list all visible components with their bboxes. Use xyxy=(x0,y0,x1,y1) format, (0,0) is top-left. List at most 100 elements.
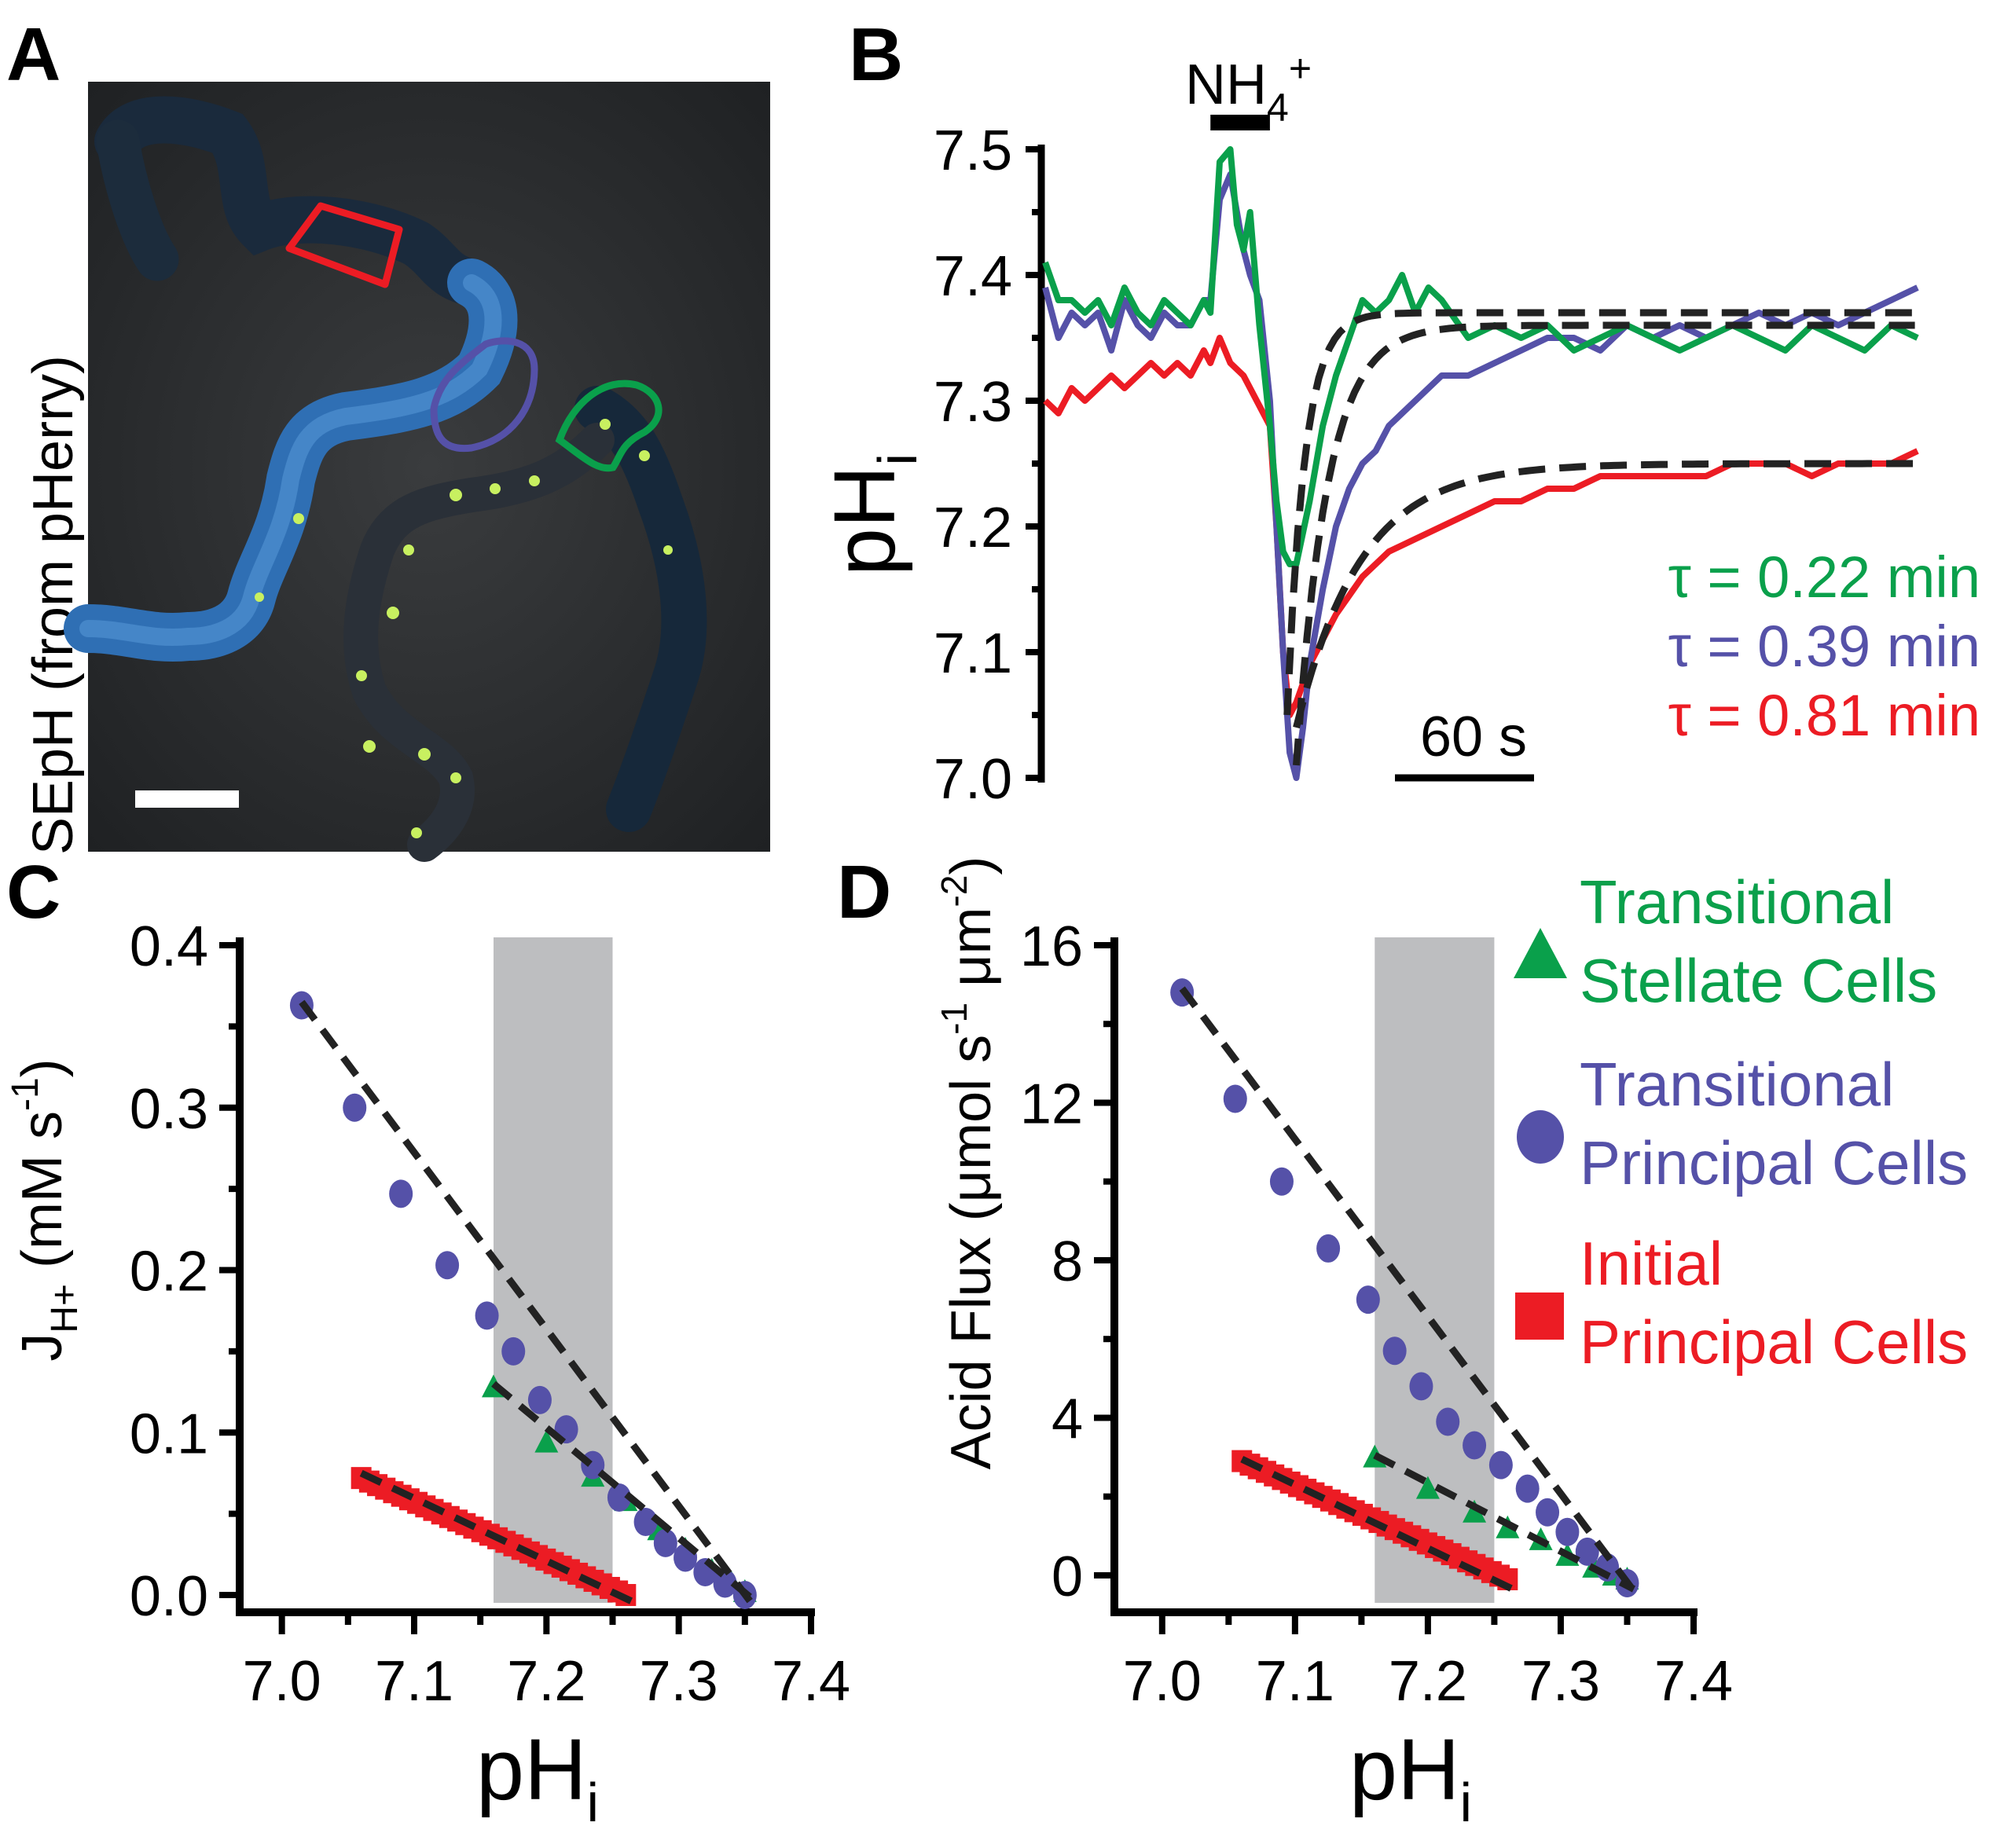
panel-d-ylabel-text: Acid Flux (μmol s xyxy=(940,1035,1003,1470)
marker-blue-circle xyxy=(607,1483,631,1512)
y-tick-label: 0 xyxy=(1052,1546,1083,1608)
panel-b-ytick-label: 7.3 xyxy=(934,371,1012,434)
panel-b-traces xyxy=(1042,146,1919,781)
y-tick-label: 8 xyxy=(1052,1230,1083,1293)
panel-b-axes: 7.0 7.1 7.2 7.3 7.4 7.5 xyxy=(934,119,1045,811)
legend-triangle-marker xyxy=(1514,928,1567,978)
panel-b-ytick-label: 7.0 xyxy=(934,748,1012,811)
roi-red xyxy=(285,202,403,288)
marker-green-triangle xyxy=(534,1429,559,1453)
panel-c-xlabel-sub: i xyxy=(587,1772,600,1833)
panel-d-xlabel-main: pH xyxy=(1349,1722,1460,1818)
stimulus-marker: NH4+ xyxy=(1185,46,1312,130)
panel-d-xlabel-sub: i xyxy=(1460,1772,1473,1833)
tubule-upper-left-dark xyxy=(96,119,179,281)
marker-blue-circle xyxy=(633,1507,658,1536)
tau-label-red: τ = 0.81 min xyxy=(1668,683,1980,748)
legend-circle-marker xyxy=(1517,1110,1564,1164)
marker-blue-circle xyxy=(1463,1431,1487,1460)
stimulus-label-sup: + xyxy=(1289,46,1312,90)
marker-blue-circle xyxy=(501,1336,526,1366)
tubule-upper-dark xyxy=(94,96,495,306)
x-tick-label: 7.3 xyxy=(640,1650,718,1713)
panel-b-ylabel-sub: i xyxy=(867,453,928,466)
x-tick-label: 7.1 xyxy=(375,1650,453,1713)
panel-d-ylabel-sup1: -1 xyxy=(934,1003,974,1035)
legend-label-line2: Principal Cells xyxy=(1580,1307,1968,1377)
marker-blue-circle xyxy=(343,1093,367,1122)
marker-green-triangle xyxy=(1415,1476,1440,1499)
y-tick-label: 0.2 xyxy=(130,1241,208,1304)
marker-blue-circle xyxy=(1436,1407,1460,1436)
marker-blue-circle xyxy=(1488,1450,1513,1480)
fit-blue xyxy=(1293,321,1915,766)
fluorescent-spots xyxy=(255,419,673,838)
panel-b-ytick-label: 7.2 xyxy=(934,497,1012,559)
panel-c-plot: 7.0 7.1 7.2 7.3 7.4 0.0 0.1 0.2 0.3 0.4 xyxy=(130,915,850,1713)
panel-c: C 7.0 7.1 7.2 7.3 7.4 0.0 0.1 0.2 0.3 0.4 JH+ (mM… xyxy=(5,850,850,1833)
panel-c-ylabel-unit: (mM s xyxy=(11,1111,74,1284)
y-tick-label: 0.4 xyxy=(130,915,208,978)
fit-line-red xyxy=(359,1469,641,1608)
stimulus-label-sub: 4 xyxy=(1267,86,1289,130)
y-tick-label: 12 xyxy=(1020,1072,1083,1135)
marker-blue-circle xyxy=(475,1301,499,1330)
panel-d-ylabel-close: ) xyxy=(940,856,1003,875)
x-tick-label: 7.4 xyxy=(772,1650,850,1713)
panel-b: B NH4+ 7.0 7.1 7.2 7.3 7.4 7.5 pHi 60 s τ = 0… xyxy=(817,13,1980,811)
fit-line-green xyxy=(491,1380,754,1601)
legend-label-line1: Initial xyxy=(1580,1229,1723,1298)
panel-c-ylabel-sub: H+ xyxy=(44,1284,86,1333)
panel-d: D 7.0 7.1 7.2 7.3 7.4 0 4 8 12 16 Acid Flux (μmol… xyxy=(837,850,1733,1833)
panel-c-xlabel-main: pH xyxy=(476,1722,587,1818)
panel-d-ylabel-sup2: -2 xyxy=(934,875,974,908)
x-tick-label: 7.2 xyxy=(1389,1650,1467,1713)
roi-blue xyxy=(430,337,538,453)
x-tick-label: 7.1 xyxy=(1256,1650,1334,1713)
y-tick-label: 4 xyxy=(1052,1388,1083,1450)
legend-label-line1: Transitional xyxy=(1580,1050,1894,1119)
panel-c-ylabel-sup: -1 xyxy=(5,1077,46,1111)
y-tick-label: 0.3 xyxy=(130,1078,208,1141)
panel-b-ytick-label: 7.1 xyxy=(934,622,1012,685)
trace-green xyxy=(1042,146,1919,567)
trace-blue xyxy=(1042,171,1919,781)
marker-blue-circle xyxy=(527,1385,552,1414)
panel-c-ylabel-close: ) xyxy=(11,1058,74,1077)
panel-c-xlabel: pHi xyxy=(476,1722,599,1833)
panel-d-plot: 7.0 7.1 7.2 7.3 7.4 0 4 8 12 16 xyxy=(1020,915,1733,1713)
panel-c-letter: C xyxy=(6,850,61,934)
x-tick-label: 7.2 xyxy=(507,1650,585,1713)
panel-c-ylabel: JH+ (mM s-1) xyxy=(5,1058,86,1361)
fit-red xyxy=(1293,460,1915,729)
marker-blue-circle xyxy=(1356,1285,1380,1314)
marker-blue-circle xyxy=(1223,1084,1247,1113)
panel-d-xlabel: pHi xyxy=(1349,1722,1472,1833)
marker-blue-circle xyxy=(1409,1372,1433,1401)
tau-label-blue: τ = 0.39 min xyxy=(1668,614,1980,679)
legend-square-marker xyxy=(1515,1292,1564,1340)
marker-blue-circle xyxy=(1382,1336,1407,1366)
fit-line-blue xyxy=(1179,986,1637,1593)
x-tick-label: 7.3 xyxy=(1521,1650,1600,1713)
y-tick-label: 16 xyxy=(1020,915,1083,978)
panel-b-fits xyxy=(1283,309,1917,766)
legend-label-line2: Stellate Cells xyxy=(1580,946,1937,1015)
panel-b-ylabel-main: pH xyxy=(817,465,913,576)
marker-blue-circle xyxy=(653,1528,677,1557)
panel-a: A SEpH (from pHerry) xyxy=(6,13,770,862)
marker-blue-circle xyxy=(1536,1498,1560,1527)
trace-red xyxy=(1043,335,1919,718)
marker-blue-circle xyxy=(1269,1167,1294,1196)
x-tick-label: 7.0 xyxy=(243,1650,321,1713)
fit-line-green xyxy=(1373,1452,1635,1593)
roi-green xyxy=(555,380,662,472)
panel-d-ylabel-mid: μm xyxy=(940,907,1003,1002)
x-tick-label: 7.4 xyxy=(1654,1650,1733,1713)
marker-blue-circle xyxy=(389,1179,413,1208)
panel-b-letter: B xyxy=(849,13,903,97)
marker-blue-circle xyxy=(713,1569,737,1598)
y-tick-label: 0.0 xyxy=(130,1565,208,1628)
panel-c-ylabel-main: J xyxy=(11,1333,74,1362)
panel-d-ylabel: Acid Flux (μmol s-1 μm-2) xyxy=(934,856,1003,1470)
